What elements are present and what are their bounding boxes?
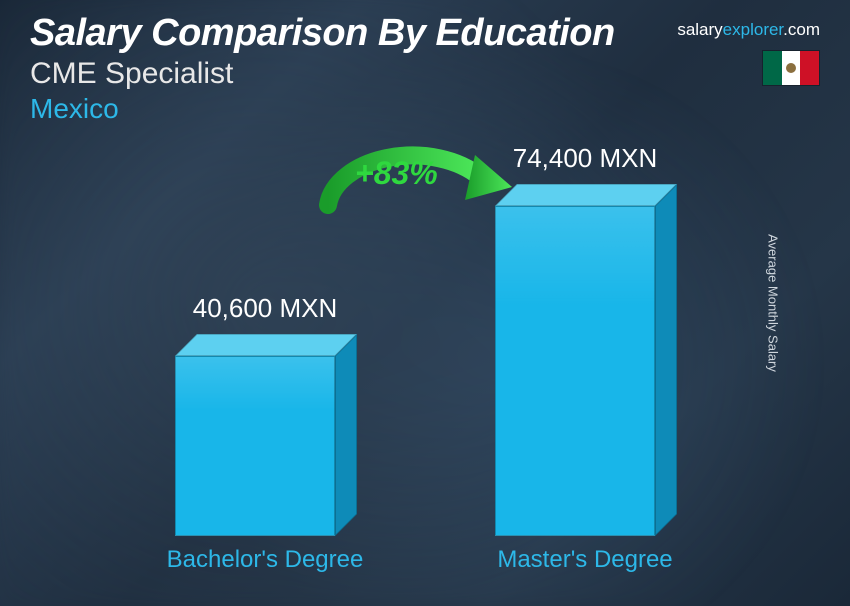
- percent-increase-badge: +83%: [355, 155, 438, 192]
- bar-top-face: [495, 184, 677, 206]
- flag-stripe-3: [800, 51, 819, 85]
- bar-side-face: [655, 184, 677, 536]
- bar-value-label: 40,600 MXN: [135, 293, 395, 324]
- bar-category-label: Master's Degree: [455, 546, 715, 574]
- bar-side-face: [335, 334, 357, 536]
- flag-emblem-icon: [786, 63, 796, 73]
- bar-front-face: [175, 356, 335, 536]
- flag-stripe-1: [763, 51, 782, 85]
- bar-front-face: [495, 206, 655, 536]
- bar-top-face: [175, 334, 357, 356]
- brand-part2: explorer: [723, 20, 783, 39]
- job-title: CME Specialist: [30, 57, 820, 91]
- country-flag-icon: [762, 50, 820, 86]
- site-branding: salaryexplorer.com: [677, 20, 820, 40]
- country-name: Mexico: [30, 93, 820, 125]
- bar-category-label: Bachelor's Degree: [135, 546, 395, 574]
- flag-stripe-2: [782, 51, 801, 85]
- brand-part1: salary: [677, 20, 722, 39]
- brand-suffix: .com: [783, 20, 820, 39]
